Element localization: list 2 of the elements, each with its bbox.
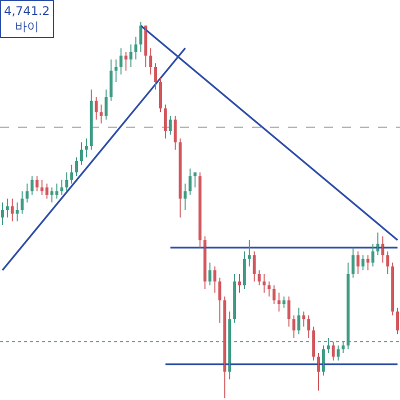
annotation: 바이	[14, 20, 39, 34]
text: 4,741.2	[4, 4, 50, 18]
